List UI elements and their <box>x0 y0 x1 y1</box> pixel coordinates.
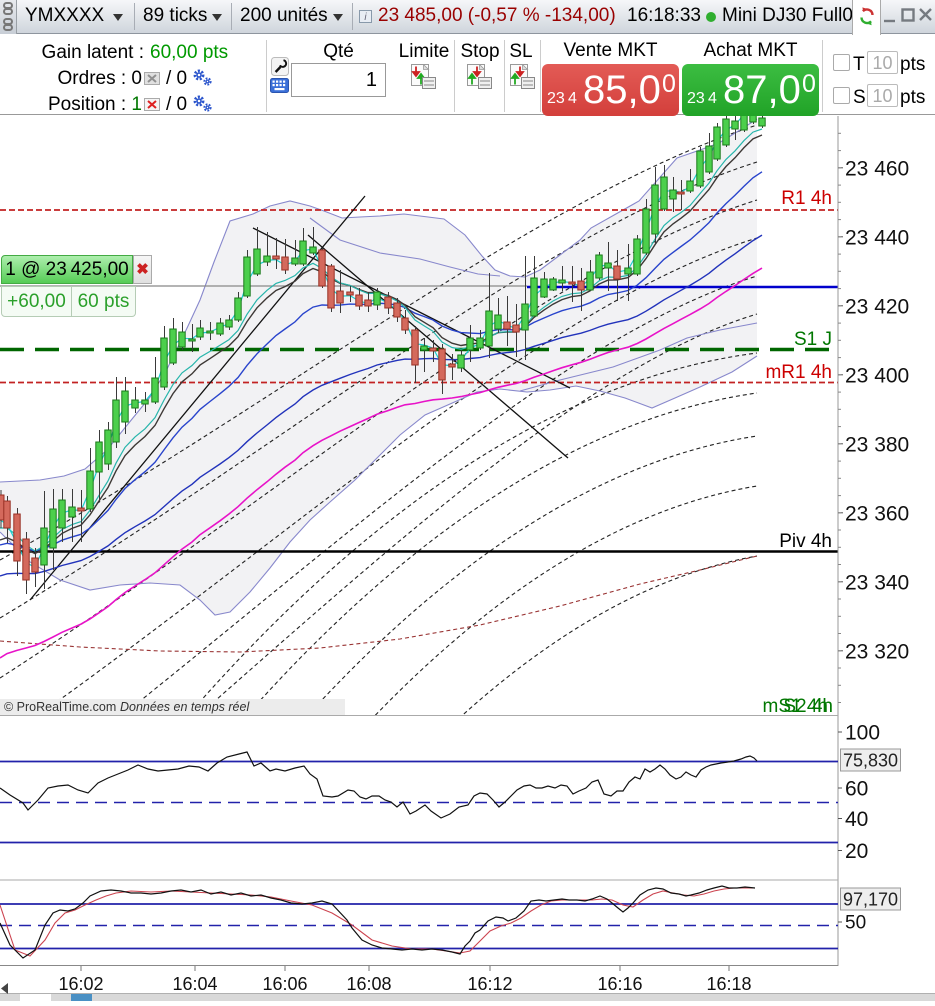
svg-text:16:12: 16:12 <box>467 974 512 994</box>
svg-text:23 340: 23 340 <box>845 571 909 594</box>
svg-text:23 400: 23 400 <box>845 364 909 387</box>
svg-text:23 460: 23 460 <box>845 157 909 180</box>
svg-text:16:16: 16:16 <box>597 974 642 994</box>
svg-text:23 360: 23 360 <box>845 502 909 525</box>
svg-text:mR1 4h: mR1 4h <box>765 362 832 383</box>
svg-text:16:02: 16:02 <box>58 974 103 994</box>
svg-text:mS1 4h: mS1 4h <box>763 696 828 717</box>
svg-text:S1 J: S1 J <box>794 329 832 350</box>
svg-text:16:08: 16:08 <box>346 974 391 994</box>
svg-text:60: 60 <box>845 778 868 801</box>
svg-text:100: 100 <box>845 722 880 745</box>
svg-text:23 320: 23 320 <box>845 640 909 663</box>
svg-text:20: 20 <box>845 840 868 863</box>
svg-text:16:18: 16:18 <box>706 974 751 994</box>
svg-text:97,170: 97,170 <box>843 890 898 910</box>
svg-text:Données en temps réel: Données en temps réel <box>120 700 250 714</box>
svg-text:S2 4h: S2 4h <box>783 696 833 717</box>
svg-text:50: 50 <box>845 913 866 934</box>
svg-text:23 440: 23 440 <box>845 226 909 249</box>
svg-text:40: 40 <box>845 808 868 831</box>
svg-text:16:04: 16:04 <box>172 974 217 994</box>
svg-text:Piv 4h: Piv 4h <box>779 531 832 552</box>
svg-text:75,830: 75,830 <box>843 751 898 771</box>
svg-text:23 420: 23 420 <box>845 295 909 318</box>
svg-text:23 380: 23 380 <box>845 433 909 456</box>
svg-text:16:06: 16:06 <box>262 974 307 994</box>
svg-text:© ProRealTime.com: © ProRealTime.com <box>4 700 116 714</box>
svg-text:R1 4h: R1 4h <box>781 188 832 209</box>
